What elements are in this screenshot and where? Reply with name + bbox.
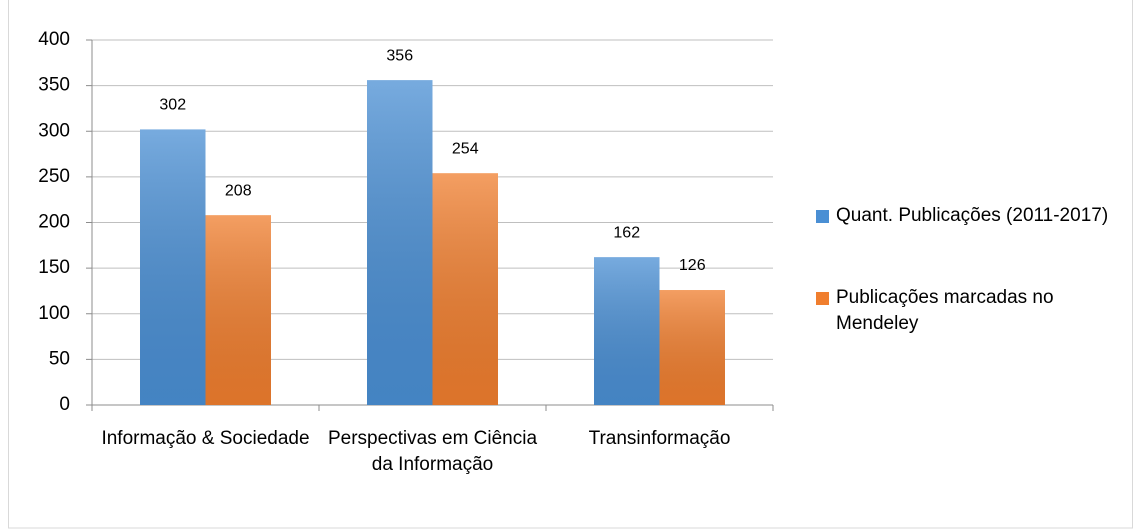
- legend-swatch: [816, 210, 829, 223]
- y-tick-label: 100: [38, 303, 70, 324]
- y-tick-label: 0: [59, 394, 70, 415]
- bar-shade: [205, 215, 271, 405]
- bar-shade: [140, 129, 206, 406]
- bar-shade: [659, 290, 725, 405]
- data-label: 162: [613, 224, 640, 241]
- legend-swatch: [816, 292, 829, 305]
- data-label: 356: [386, 47, 413, 64]
- y-tick-label: 200: [38, 212, 70, 233]
- y-tick-label: 150: [38, 257, 70, 278]
- y-tick-label: 350: [38, 75, 70, 96]
- x-tick-label: Informação & Sociedade: [101, 428, 310, 449]
- legend-label: Publicações marcadas no Mendeley: [836, 287, 1054, 334]
- y-tick-label: 250: [38, 166, 70, 187]
- bar-shade: [432, 173, 498, 405]
- data-label: 254: [452, 140, 479, 157]
- bar-shade: [367, 80, 433, 406]
- x-tick-label: Perspectivas em Ciência da Informação: [327, 428, 538, 475]
- data-label: 126: [679, 257, 706, 274]
- chart-border: [8, 0, 1133, 529]
- data-label: 302: [159, 97, 186, 114]
- y-tick-label: 400: [38, 29, 70, 50]
- data-label: 208: [225, 182, 252, 199]
- y-tick-label: 300: [38, 120, 70, 141]
- y-tick-label: 50: [49, 348, 70, 369]
- x-tick-label: Transinformação: [588, 428, 731, 449]
- bar-shade: [594, 257, 660, 405]
- legend-label: Quant. Publicações (2011-2017): [836, 205, 1109, 226]
